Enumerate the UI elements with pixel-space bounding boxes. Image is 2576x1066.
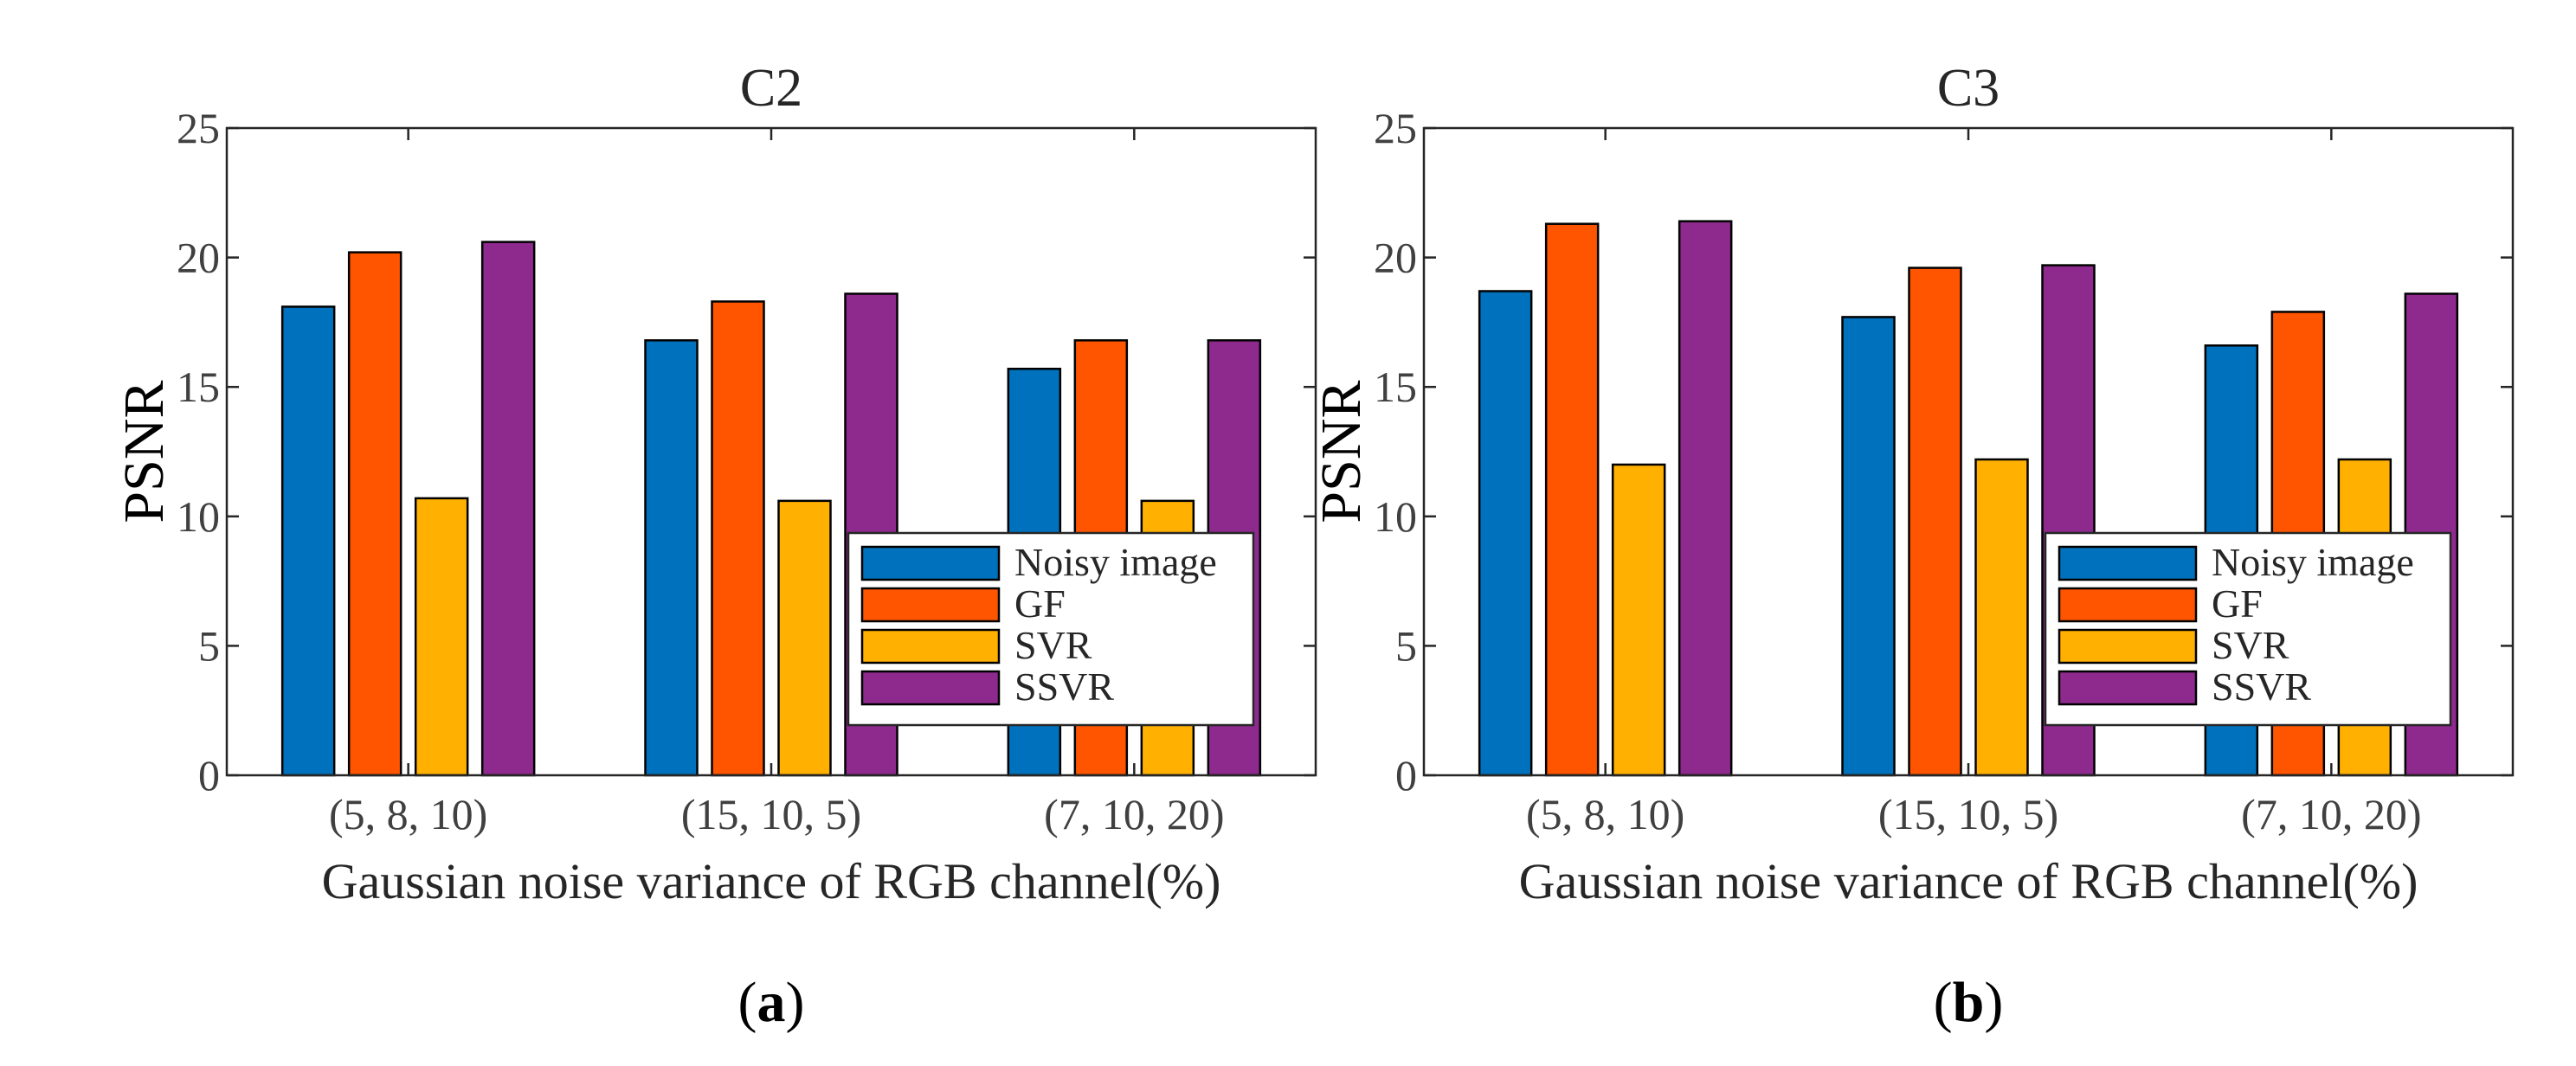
y-tick-label: 5 xyxy=(198,621,220,670)
legend-label: Noisy image xyxy=(2212,540,2414,584)
y-tick-label: 20 xyxy=(1374,234,1417,282)
panel-caption: (b) xyxy=(1934,971,2004,1034)
legend-label: SVR xyxy=(1014,623,1092,667)
bar-svr-2 xyxy=(1974,458,2029,777)
y-tick-label: 10 xyxy=(1374,492,1417,541)
chart-panel-1: 0 5 10 15 20 25 (5, 8, 10) (15, 10, 5) (7, 10, 2… xyxy=(113,59,1317,1034)
x-axis-label: Gaussian noise variance of RGB channel(%… xyxy=(322,853,1221,909)
x-axis-label: Gaussian noise variance of RGB channel(%… xyxy=(1519,853,2418,909)
bar-noisy-image-1 xyxy=(280,305,336,777)
bar-gf-1 xyxy=(347,251,402,777)
y-tick-label: 15 xyxy=(177,363,220,411)
y-tick-label: 25 xyxy=(1374,104,1417,152)
y-tick-label: 5 xyxy=(1395,621,1417,670)
legend-label: GF xyxy=(2212,581,2263,626)
bar-gf-2 xyxy=(1908,266,1962,777)
chart-title: C2 xyxy=(740,59,802,118)
legend-swatch xyxy=(2058,545,2198,581)
legend-label: SVR xyxy=(2212,623,2289,667)
bar-gf-1 xyxy=(1544,222,1600,777)
legend-swatch xyxy=(2058,628,2198,665)
bar-noisy-image-2 xyxy=(1841,316,1896,777)
y-tick-label: 0 xyxy=(198,751,220,800)
y-tick-label: 10 xyxy=(177,492,220,541)
legend-swatch xyxy=(2058,587,2198,623)
bar-noisy-image-2 xyxy=(644,339,699,777)
y-tick-label: 0 xyxy=(1395,751,1417,800)
x-tick-label: (15, 10, 5) xyxy=(681,790,861,838)
x-tick-label: (5, 8, 10) xyxy=(1526,790,1684,838)
legend-label: GF xyxy=(1014,581,1066,626)
bar-gf-2 xyxy=(711,300,765,777)
x-tick-label: (7, 10, 20) xyxy=(1044,790,1224,838)
x-tick-label: (7, 10, 20) xyxy=(2241,790,2421,838)
bar-svr-2 xyxy=(777,499,832,777)
y-tick-label: 20 xyxy=(177,234,220,282)
legend-swatch xyxy=(860,587,1001,623)
bar-svr-1 xyxy=(414,497,469,777)
legend-swatch xyxy=(860,670,1001,706)
legend-swatch xyxy=(2058,670,2198,706)
x-tick-label: (5, 8, 10) xyxy=(329,790,487,838)
y-tick-label: 15 xyxy=(1374,363,1417,411)
y-tick-label: 25 xyxy=(177,104,220,152)
chart-title: C3 xyxy=(1937,59,2000,118)
legend-label: SSVR xyxy=(1014,665,1114,709)
legend-swatch xyxy=(860,545,1001,581)
legend-label: SSVR xyxy=(2212,665,2311,709)
bar-svr-1 xyxy=(1611,463,1666,777)
panel-caption: (a) xyxy=(738,971,805,1034)
legend-swatch xyxy=(860,628,1001,665)
bar-noisy-image-1 xyxy=(1478,290,1533,777)
chart-panel-2: 0 5 10 15 20 25 (5, 8, 10) (15, 10, 5) (7, 10, 2… xyxy=(1310,59,2515,1034)
bar-ssvr-1 xyxy=(1678,220,1733,777)
legend-label: Noisy image xyxy=(1014,540,1217,584)
y-axis-label: PSNR xyxy=(1310,380,1373,523)
bar-ssvr-1 xyxy=(480,241,536,777)
y-axis-label: PSNR xyxy=(113,380,176,523)
x-tick-label: (15, 10, 5) xyxy=(1878,790,2058,838)
